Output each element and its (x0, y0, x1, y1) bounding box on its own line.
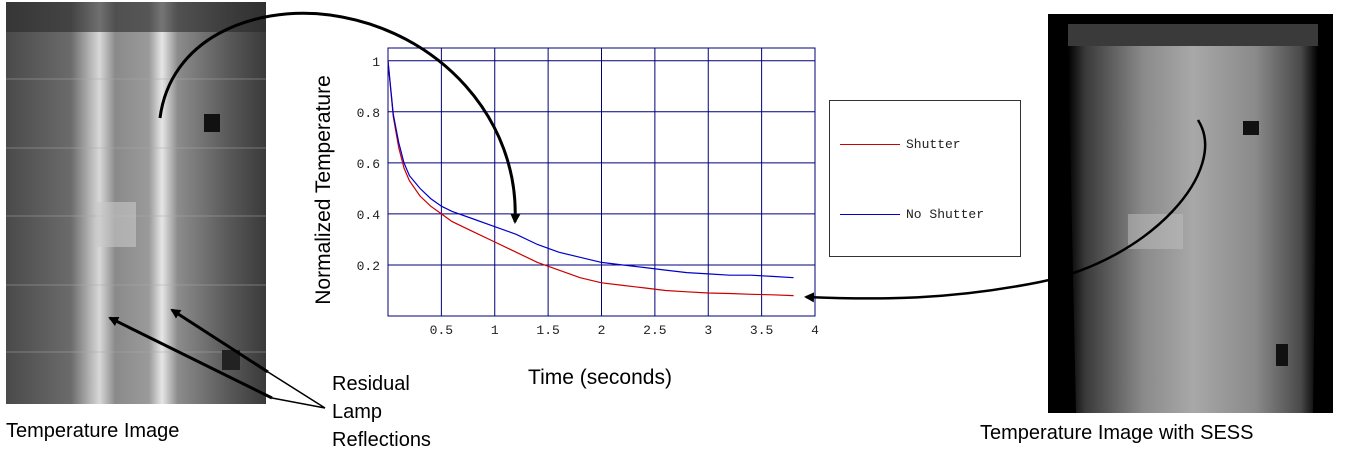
chart-legend: Shutter No Shutter (829, 100, 1021, 257)
legend-label-no-shutter: No Shutter (906, 207, 985, 222)
x-tick-label: 2 (598, 323, 606, 338)
legend-label-shutter: Shutter (906, 137, 961, 152)
temperature-image-left-graphic (6, 2, 266, 404)
x-tick-label: 1 (491, 323, 499, 338)
x-tick-label: 1.5 (536, 323, 559, 338)
legend-item-shutter: Shutter (840, 137, 961, 152)
caption-temperature-image-sess: Temperature Image with SESS (980, 422, 1254, 444)
y-tick-label: 0.8 (357, 106, 380, 121)
arrow-left-to-chart (158, 11, 521, 224)
series-line-shutter (387, 60, 794, 297)
x-tick-label: 0.5 (430, 323, 453, 338)
plot-frame (387, 47, 816, 317)
arrow-reflection-2 (170, 308, 269, 374)
annotation-connector-2 (267, 371, 326, 409)
caption-temperature-image: Temperature Image (6, 420, 180, 442)
x-tick-label: 4 (811, 323, 819, 338)
annotation-connector-1 (271, 397, 326, 409)
x-tick-label: 3.5 (750, 323, 773, 338)
legend-swatch-shutter (840, 144, 900, 146)
x-axis-label: Time (seconds) (528, 366, 672, 389)
arrow-reflection-1 (108, 316, 273, 400)
x-tick-label: 3 (704, 323, 712, 338)
temperature-image-right-graphic (1048, 14, 1333, 413)
annotation-line-1: Residual (332, 373, 410, 395)
y-tick-label: 0.4 (357, 208, 381, 223)
residual-lamp-reflections-label: Residual Lamp Reflections (332, 370, 431, 454)
arrow-right-to-chart (804, 119, 1207, 303)
legend-item-no-shutter: No Shutter (840, 207, 984, 222)
series-line-no-shutter (387, 60, 794, 279)
y-tick-label: 1 (372, 55, 380, 70)
temperature-image-right (1048, 14, 1333, 413)
y-tick-label: 0.2 (357, 259, 380, 274)
legend-swatch-no-shutter (840, 214, 900, 216)
annotation-line-3: Reflections (332, 429, 431, 451)
y-tick-label: 0.6 (357, 157, 380, 172)
annotation-line-2: Lamp (332, 401, 383, 423)
temperature-image-left (6, 2, 266, 404)
y-axis-label: Normalized Temperature (312, 75, 335, 305)
x-tick-label: 2.5 (643, 323, 666, 338)
